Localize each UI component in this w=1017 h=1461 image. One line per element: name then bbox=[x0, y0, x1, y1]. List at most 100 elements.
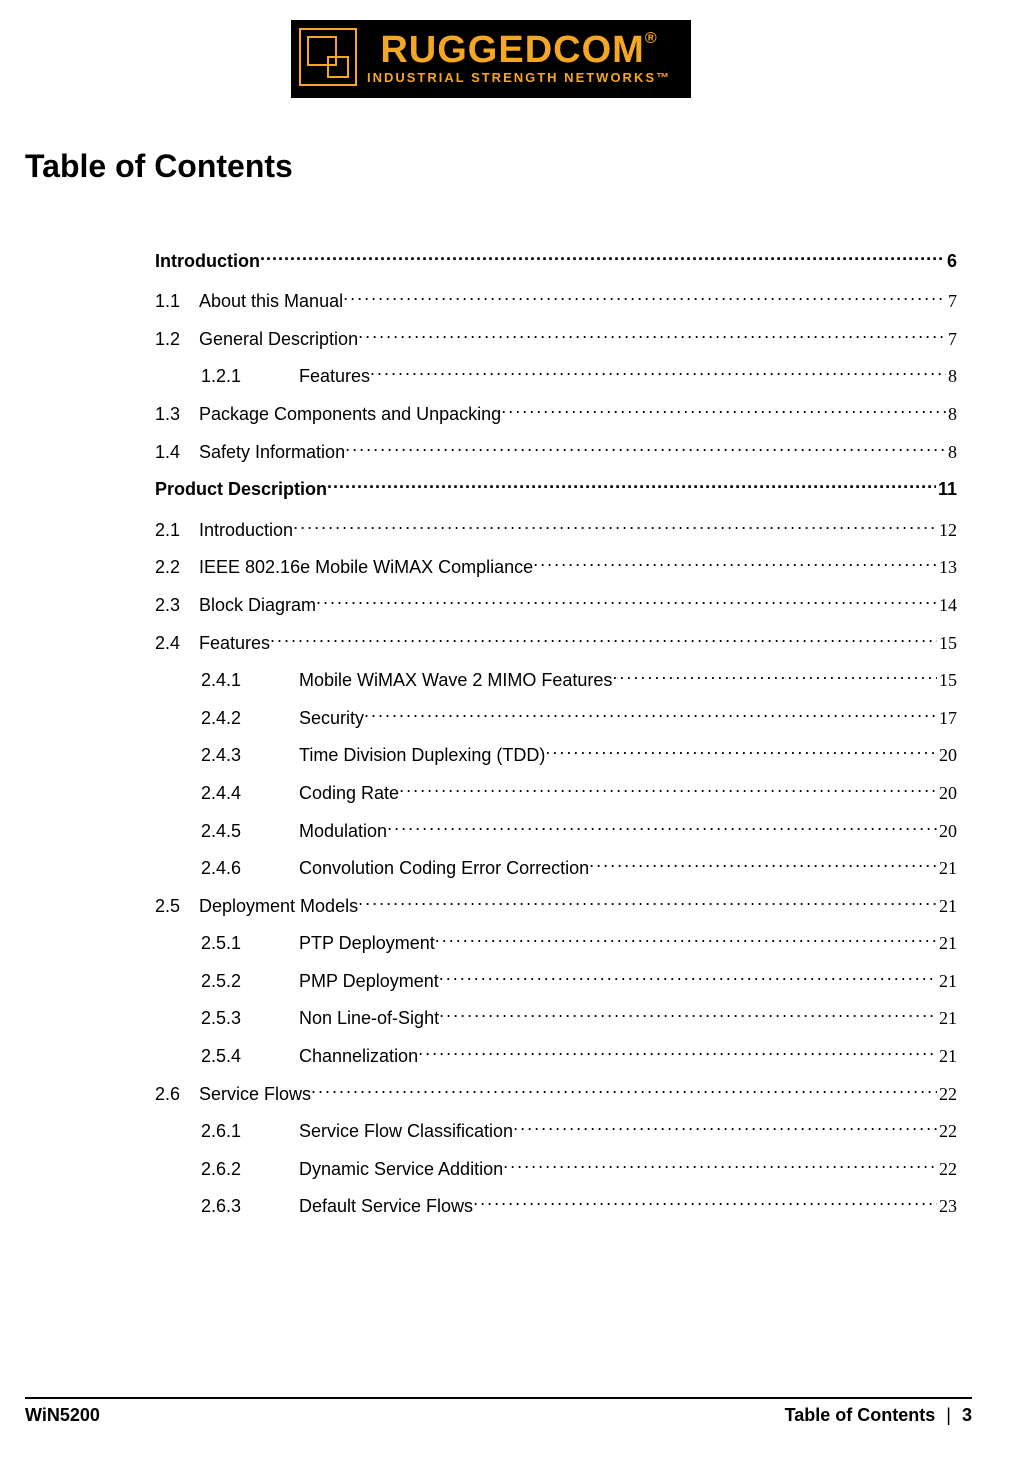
footer: WiN5200 Table of Contents | 3 bbox=[25, 1397, 972, 1426]
footer-right: Table of Contents | 3 bbox=[785, 1405, 972, 1426]
toc-row: 2.4.2Security17 bbox=[155, 702, 957, 729]
toc-row: 2.5.4Channelization21 bbox=[155, 1040, 957, 1067]
toc-page: 7 bbox=[946, 329, 957, 350]
toc-number: 2.6 bbox=[155, 1084, 199, 1105]
toc-page: 11 bbox=[936, 479, 957, 500]
toc-row: 2.1Introduction12 bbox=[155, 514, 957, 541]
logo-sub-text: INDUSTRIAL STRENGTH NETWORKS™ bbox=[367, 71, 671, 84]
toc-number: 1.3 bbox=[155, 404, 199, 425]
toc-row: 2.6Service Flows 22 bbox=[155, 1078, 957, 1105]
toc-leader bbox=[364, 702, 937, 724]
toc-page: 21 bbox=[937, 858, 957, 879]
toc-page: 20 bbox=[937, 783, 957, 804]
toc-leader bbox=[473, 1191, 937, 1213]
toc-text: General Description bbox=[199, 329, 358, 350]
toc-leader bbox=[270, 627, 937, 649]
toc-page: 8 bbox=[946, 442, 957, 463]
toc-row: 2.5.3Non Line-of-Sight21 bbox=[155, 1003, 957, 1030]
toc-row: 2.5.1PTP Deployment 21 bbox=[155, 928, 957, 955]
toc-page: 22 bbox=[937, 1159, 957, 1180]
footer-page-number: 3 bbox=[962, 1405, 972, 1425]
toc-text: Package Components and Unpacking bbox=[199, 404, 501, 425]
toc-row: 1.2.1Features8 bbox=[155, 361, 957, 388]
toc-leader bbox=[545, 740, 937, 762]
toc-leader bbox=[327, 474, 936, 496]
toc-number: 2.4.2 bbox=[155, 708, 299, 729]
toc-text: IEEE 802.16e Mobile WiMAX Compliance bbox=[199, 557, 533, 578]
toc-row: 2.4.3Time Division Duplexing (TDD)20 bbox=[155, 740, 957, 767]
toc-number: 1.4 bbox=[155, 442, 199, 463]
toc-row: 2.6.2Dynamic Service Addition22 bbox=[155, 1153, 957, 1180]
toc-page: 21 bbox=[937, 933, 957, 954]
toc-row: Introduction6 bbox=[155, 245, 957, 272]
toc-row: 2.2IEEE 802.16e Mobile WiMAX Compliance1… bbox=[155, 552, 957, 579]
toc-leader bbox=[399, 777, 937, 799]
toc-leader bbox=[316, 589, 937, 611]
toc-text: Mobile WiMAX Wave 2 MIMO Features bbox=[299, 670, 612, 691]
toc-text: Features bbox=[199, 633, 270, 654]
toc-row: 2.3Block Diagram14 bbox=[155, 589, 957, 616]
toc-text: Default Service Flows bbox=[299, 1196, 473, 1217]
toc-page: 21 bbox=[937, 1046, 957, 1067]
toc-page: 23 bbox=[937, 1196, 957, 1217]
toc-number: 2.5.1 bbox=[155, 933, 299, 954]
toc-page: 22 bbox=[937, 1121, 957, 1142]
toc-row: 1.4Safety Information 8 bbox=[155, 436, 957, 463]
toc-leader bbox=[418, 1040, 937, 1062]
toc-number: 1.2.1 bbox=[155, 366, 299, 387]
logo-brand: RUGGEDCOM bbox=[380, 29, 644, 71]
toc-leader bbox=[311, 1078, 937, 1100]
toc-text: Service Flows bbox=[199, 1084, 311, 1105]
toc-leader bbox=[370, 361, 946, 383]
toc-leader bbox=[439, 965, 937, 987]
toc-number: 2.4.3 bbox=[155, 745, 299, 766]
toc-page: 14 bbox=[937, 595, 957, 616]
toc-row: 1.2General Description7 bbox=[155, 323, 957, 350]
toc-page: 21 bbox=[937, 971, 957, 992]
logo-trademark: ® bbox=[645, 30, 658, 47]
logo-main-text: RUGGEDCOM® bbox=[367, 31, 671, 69]
toc-row: 1.3Package Components and Unpacking 8 bbox=[155, 398, 957, 425]
toc-number: 2.4.1 bbox=[155, 670, 299, 691]
toc-page: 22 bbox=[937, 1084, 957, 1105]
toc-number: 2.4 bbox=[155, 633, 199, 654]
toc-leader bbox=[533, 552, 937, 574]
toc-page: 6 bbox=[945, 251, 957, 272]
footer-rule bbox=[25, 1397, 972, 1399]
toc-leader bbox=[501, 398, 946, 420]
toc-text: Service Flow Classification bbox=[299, 1121, 513, 1142]
toc-number: 2.1 bbox=[155, 520, 199, 541]
toc-number: 2.4.4 bbox=[155, 783, 299, 804]
toc-text: PTP Deployment bbox=[299, 933, 435, 954]
toc-leader bbox=[387, 815, 937, 837]
toc-number: 2.6.2 bbox=[155, 1159, 299, 1180]
toc-leader bbox=[435, 928, 937, 950]
toc-row: 2.6.1Service Flow Classification22 bbox=[155, 1116, 957, 1143]
logo-icon bbox=[299, 28, 357, 86]
toc-leader bbox=[358, 323, 946, 345]
toc-leader bbox=[345, 436, 946, 458]
page-title: Table of Contents bbox=[25, 148, 957, 185]
toc-page: 8 bbox=[946, 404, 957, 425]
toc-text: Introduction bbox=[199, 520, 293, 541]
footer-separator: | bbox=[946, 1405, 951, 1425]
toc-text: Safety Information bbox=[199, 442, 345, 463]
logo: RUGGEDCOM® INDUSTRIAL STRENGTH NETWORKS™ bbox=[291, 20, 691, 98]
toc-row: 2.4.6Convolution Coding Error Correction… bbox=[155, 853, 957, 880]
toc-row: 2.4.1Mobile WiMAX Wave 2 MIMO Features 15 bbox=[155, 665, 957, 692]
toc-text: About this Manual bbox=[199, 291, 343, 312]
toc-leader bbox=[293, 514, 937, 536]
toc-number: 2.5 bbox=[155, 896, 199, 917]
toc-row: 2.4Features15 bbox=[155, 627, 957, 654]
toc-row: 2.5Deployment Models21 bbox=[155, 890, 957, 917]
logo-text-block: RUGGEDCOM® INDUSTRIAL STRENGTH NETWORKS™ bbox=[367, 31, 671, 84]
toc-number: 2.4.6 bbox=[155, 858, 299, 879]
toc-page: 15 bbox=[937, 670, 957, 691]
toc-row: 2.4.5Modulation20 bbox=[155, 815, 957, 842]
toc-row: 2.4.4Coding Rate20 bbox=[155, 777, 957, 804]
toc-text: PMP Deployment bbox=[299, 971, 439, 992]
toc-number: 2.5.2 bbox=[155, 971, 299, 992]
toc-text: Modulation bbox=[299, 821, 387, 842]
table-of-contents: Introduction61.1About this Manual71.2Gen… bbox=[155, 245, 957, 1217]
toc-text: Block Diagram bbox=[199, 595, 316, 616]
